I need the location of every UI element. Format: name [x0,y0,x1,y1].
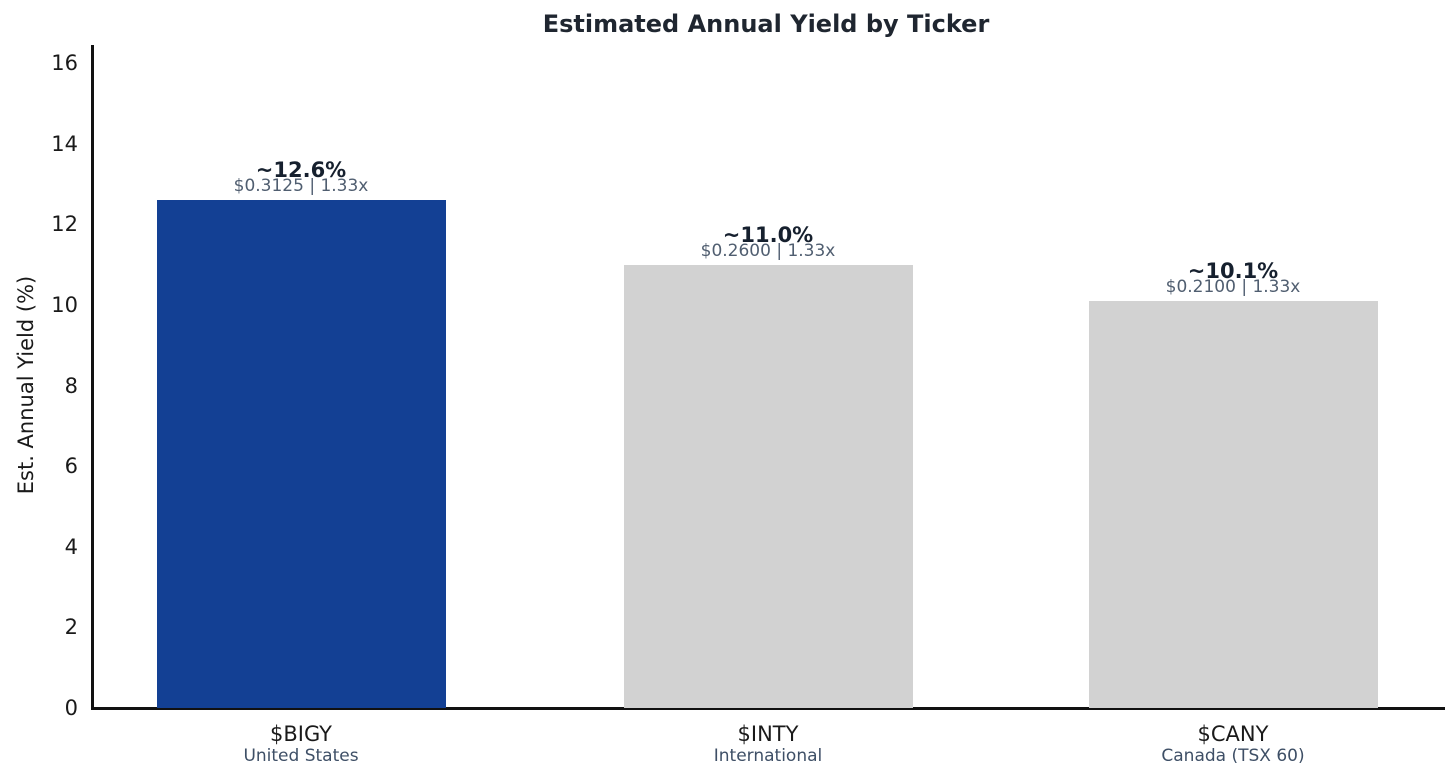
y-tick-label: 4 [64,534,78,559]
bar-inty [623,264,913,708]
x-tick-sublabel: United States [243,746,359,766]
y-tick-label: 8 [64,373,78,398]
y-tick-label: 6 [64,454,78,479]
y-tick-label: 14 [51,131,78,156]
bar-bigy [156,200,446,708]
bar-detail-label: $0.3125 | 1.33x [233,176,369,197]
x-tick-sublabel: International [713,746,823,766]
chart-title: Estimated Annual Yield by Ticker [542,10,990,38]
y-axis-spine [91,45,94,710]
x-tick-label: $CANY [1197,722,1269,746]
bar-detail-label: $0.2600 | 1.33x [700,240,836,261]
bar-detail-label: $0.2100 | 1.33x [1165,276,1301,297]
x-tick-sublabel: Canada (TSX 60) [1161,746,1305,766]
x-axis-spine [91,707,1445,710]
y-tick-label: 10 [51,292,78,317]
x-tick-label: $INTY [737,722,799,746]
y-tick-label: 16 [51,51,78,75]
bar-value-label: ~10.1% [1187,258,1279,283]
bar-cany [1088,300,1378,708]
y-tick-label: 2 [64,615,78,640]
bar-value-label: ~11.0% [722,222,814,247]
x-tick-label: $BIGY [269,722,333,746]
bar-value-label: ~12.6% [255,158,347,183]
y-tick-label: 12 [51,212,78,237]
y-tick-label: 0 [64,696,78,720]
